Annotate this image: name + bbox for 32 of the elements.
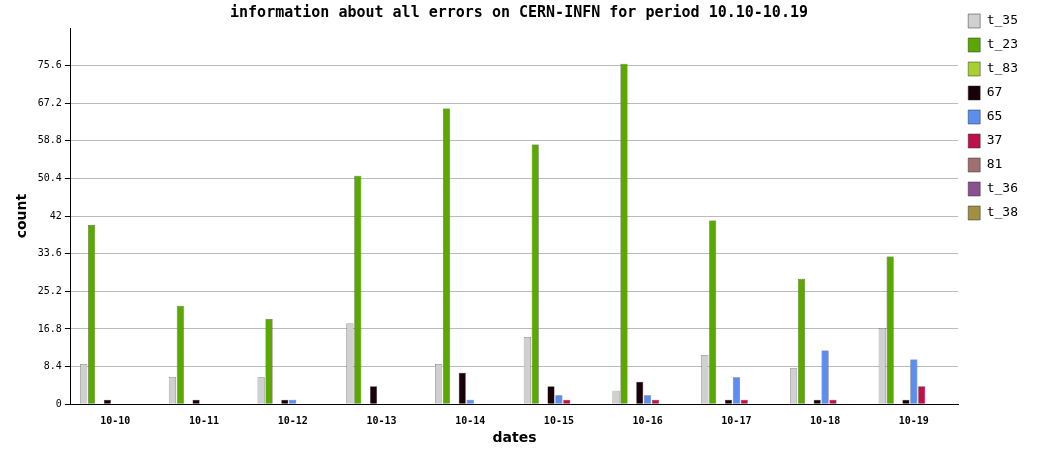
- x-tick-label: 10-19: [898, 414, 929, 426]
- y-tick-label: 42: [49, 209, 62, 221]
- x-tick-label: 10-13: [366, 414, 397, 426]
- legend-label: 81: [986, 156, 1003, 172]
- x-tick-label: 10-16: [632, 414, 663, 426]
- x-tick-label: 10-17: [721, 414, 752, 426]
- y-axis-title: count: [13, 193, 30, 239]
- y-tick-label: 50.4: [37, 172, 62, 184]
- chart-title: information about all errors on CERN-INFN for period 10.10-10.19: [230, 2, 808, 21]
- legend-label: t_38: [986, 204, 1019, 220]
- legend-label: 65: [986, 108, 1003, 124]
- y-tick-label: 67.2: [37, 96, 62, 108]
- x-tick-label: 10-10: [100, 414, 131, 426]
- y-tick-label: 16.8: [37, 322, 62, 334]
- x-tick-label: 10-18: [810, 414, 841, 426]
- y-tick-label: 8.4: [43, 360, 62, 372]
- x-tick-label: 10-12: [277, 414, 308, 426]
- x-axis-title: dates: [492, 429, 537, 446]
- legend-label: t_83: [986, 60, 1019, 76]
- x-tick-label: 10-15: [543, 414, 574, 426]
- legend-label: 37: [986, 132, 1003, 148]
- legend-label: t_23: [986, 36, 1019, 52]
- x-tick-label: 10-11: [188, 414, 220, 426]
- y-tick-label: 25.2: [37, 284, 62, 296]
- y-tick-label: 75.6: [37, 59, 62, 71]
- legend-label: t_35: [986, 12, 1019, 28]
- y-tick-label: 33.6: [37, 247, 62, 259]
- y-tick-label: 0: [55, 397, 62, 409]
- legend-label: t_36: [986, 180, 1019, 196]
- y-tick-label: 58.8: [37, 134, 62, 146]
- x-tick-label: 10-14: [455, 414, 486, 426]
- legend-label: 67: [986, 84, 1003, 100]
